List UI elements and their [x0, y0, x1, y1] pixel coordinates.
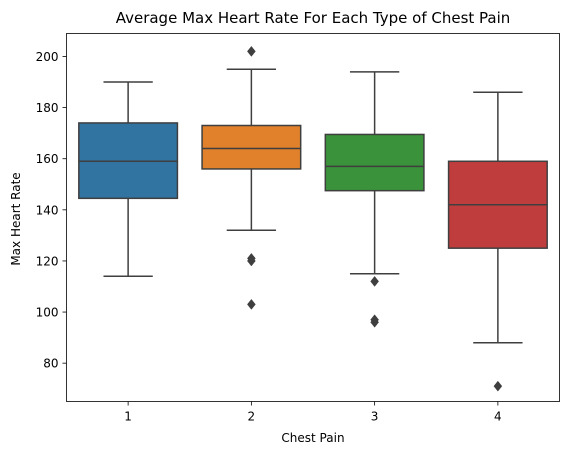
- box-group-4: [449, 92, 548, 391]
- box-iqr: [325, 134, 424, 190]
- outlier-point: [371, 276, 379, 286]
- outlier-point: [494, 381, 502, 391]
- plot-area: [79, 46, 547, 391]
- y-tick-label: 100: [36, 306, 59, 320]
- x-axis-label: Chest Pain: [281, 431, 344, 445]
- y-tick-label: 180: [36, 101, 59, 115]
- x-axis: 1 2 3 4: [124, 402, 501, 424]
- y-tick-label: 120: [36, 254, 59, 268]
- chart-title: Average Max Heart Rate For Each Type of …: [116, 9, 511, 27]
- x-tick-label: 3: [371, 410, 379, 424]
- y-tick-label: 80: [43, 357, 58, 371]
- y-tick-label: 160: [36, 152, 59, 166]
- x-tick-label: 4: [494, 410, 502, 424]
- y-tick-label: 200: [36, 50, 59, 64]
- y-axis: 80 100 120 140 160 180 200: [36, 50, 67, 371]
- box-group-1: [79, 82, 178, 276]
- x-tick-label: 2: [248, 410, 256, 424]
- box-group-2: [202, 46, 301, 309]
- x-tick-label: 1: [124, 410, 132, 424]
- outlier-point: [247, 299, 255, 309]
- y-tick-label: 140: [36, 203, 59, 217]
- outlier-point: [247, 46, 255, 56]
- box-group-3: [325, 72, 424, 327]
- y-axis-label: Max Heart Rate: [9, 172, 23, 265]
- box-iqr: [202, 126, 301, 169]
